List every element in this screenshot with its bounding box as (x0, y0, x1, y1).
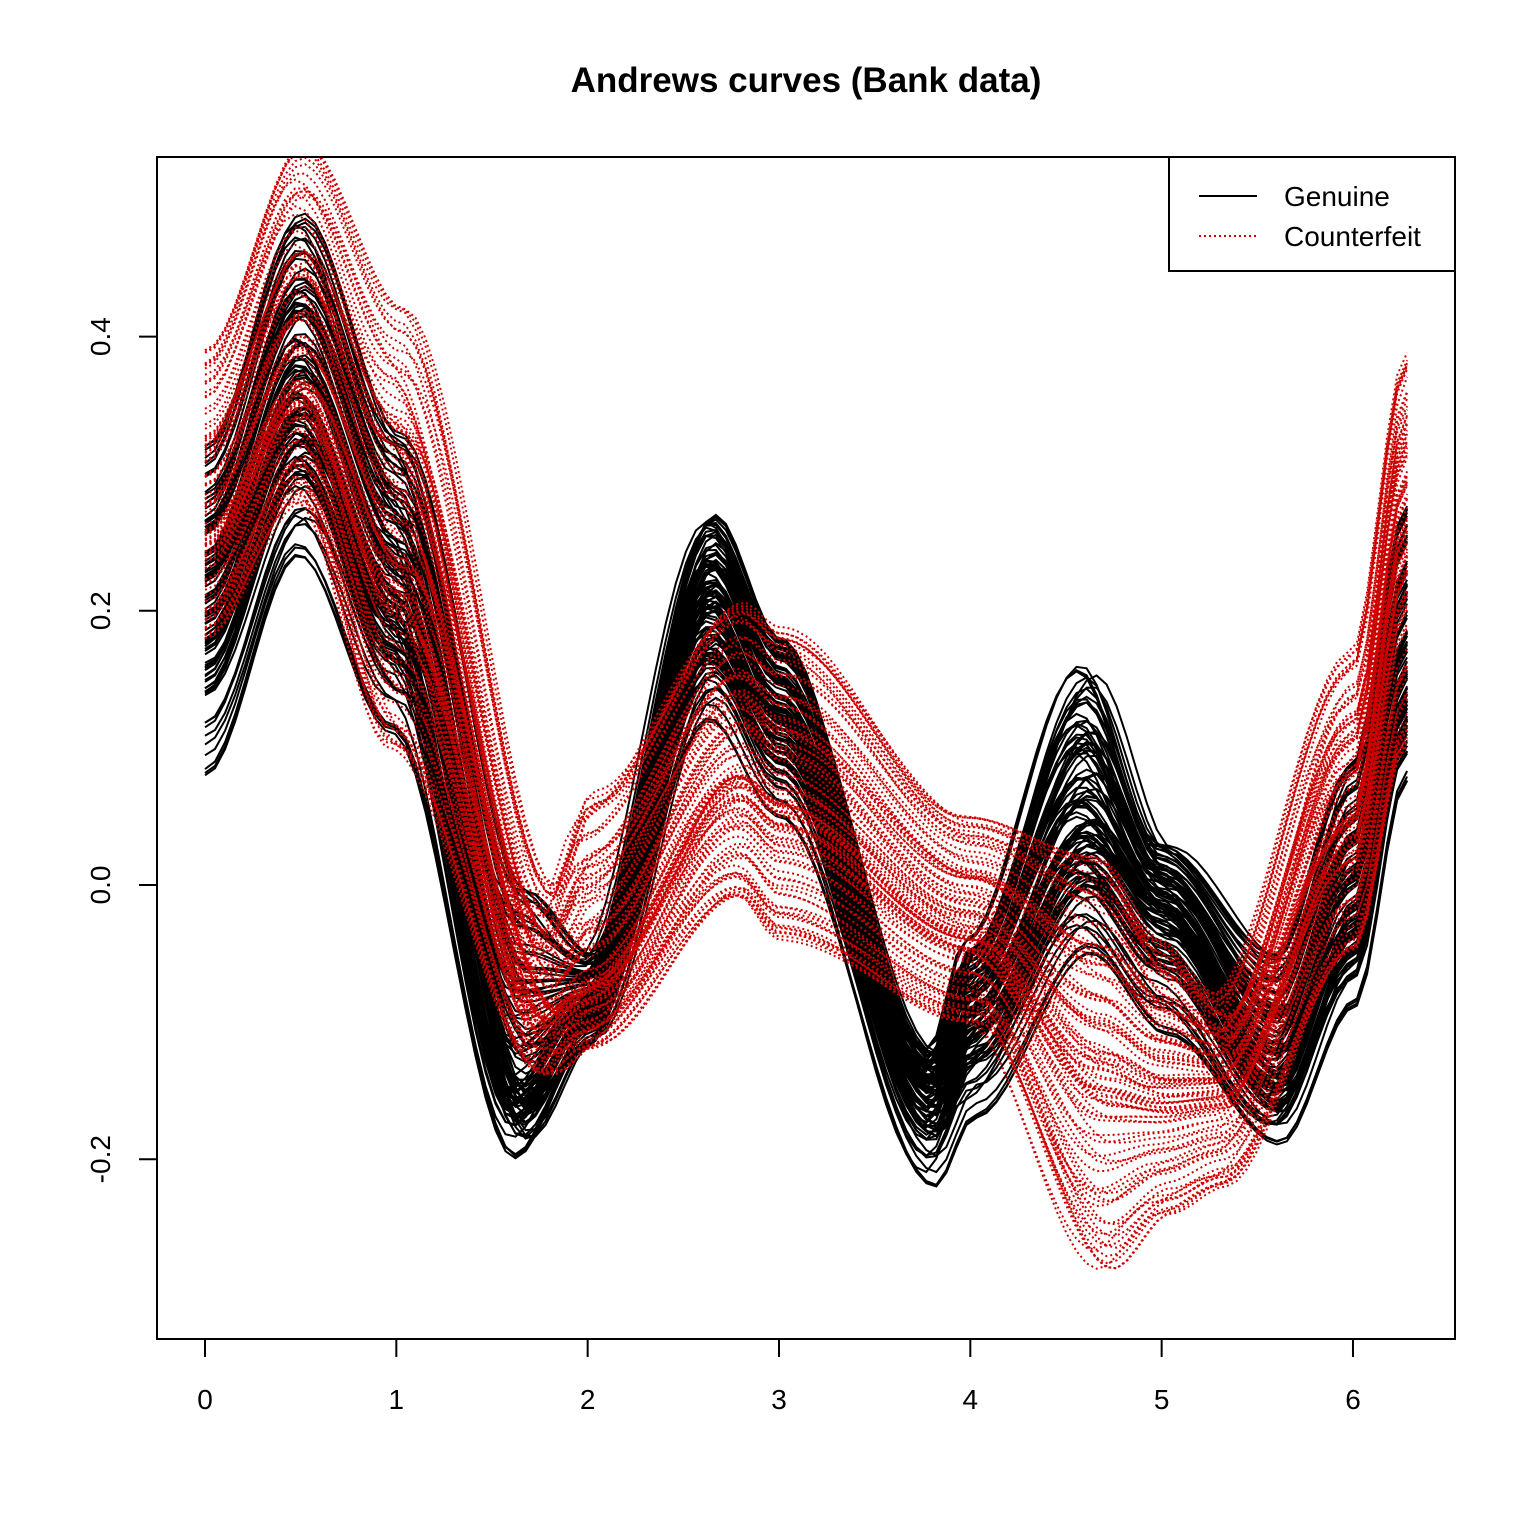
counterfeit-curve (204, 386, 1409, 1085)
y-tick-label: -0.2 (85, 1135, 116, 1183)
counterfeit-curve (204, 263, 1409, 1038)
x-tick-label: 3 (771, 1384, 787, 1415)
counterfeit-curve (204, 400, 1409, 1105)
counterfeit-curve (204, 205, 1409, 1018)
counterfeit-curve (204, 493, 1408, 1258)
counterfeit-curve (204, 428, 1409, 1144)
counterfeit-curves (204, 157, 1409, 1270)
counterfeit-curve (204, 487, 1408, 1248)
counterfeit-curve (204, 408, 1409, 1113)
counterfeit-curve (204, 172, 1409, 1006)
counterfeit-curve (204, 398, 1408, 1105)
genuine-curve (204, 306, 1408, 1071)
counterfeit-curve (204, 441, 1409, 1165)
genuine-curve (204, 249, 1409, 1057)
counterfeit-curve (204, 379, 1409, 1081)
counterfeit-curve (204, 380, 1409, 1077)
chart-title: Andrews curves (Bank data) (571, 61, 1042, 100)
counterfeit-curve (204, 445, 1408, 1173)
counterfeit-curve (204, 335, 1409, 1064)
genuine-curve (204, 471, 1408, 1132)
counterfeit-curve (204, 225, 1409, 1026)
counterfeit-curve (204, 252, 1409, 1033)
counterfeit-curve (204, 457, 1408, 1195)
counterfeit-curve (204, 157, 1409, 996)
counterfeit-curve (204, 489, 1408, 1251)
legend-box (1168, 156, 1456, 272)
counterfeit-curve (204, 394, 1409, 1098)
counterfeit-curve (204, 315, 1409, 1054)
counterfeit-curve (204, 229, 1409, 1033)
counterfeit-curve (204, 382, 1409, 1090)
counterfeit-curve (204, 425, 1408, 1137)
counterfeit-curve (204, 416, 1409, 1118)
x-tick-label: 1 (389, 1384, 405, 1415)
x-tick-label: 0 (197, 1384, 213, 1415)
x-tick-label: 5 (1154, 1384, 1170, 1415)
counterfeit-curve (204, 404, 1408, 1110)
counterfeit-curve (204, 436, 1408, 1158)
counterfeit-curve (204, 157, 1409, 996)
y-axis: -0.2 0.0 0.2 0.4 (85, 317, 158, 1183)
counterfeit-curve (204, 475, 1408, 1225)
counterfeit-curve (204, 355, 1409, 1070)
counterfeit-curve (204, 276, 1409, 1041)
counterfeit-curve (204, 309, 1409, 1056)
counterfeit-curve (204, 388, 1409, 1098)
counterfeit-curve (204, 500, 1408, 1270)
genuine-curve (204, 333, 1408, 1076)
x-tick-label: 2 (580, 1384, 596, 1415)
counterfeit-curve (204, 309, 1409, 1052)
counterfeit-curve (204, 285, 1409, 1044)
counterfeit-curve (204, 407, 1409, 1115)
counterfeit-curve (204, 265, 1409, 1040)
counterfeit-curve (204, 343, 1409, 1066)
legend-counterfeit-label: Counterfeit (1284, 221, 1421, 252)
y-tick-label: 0.4 (85, 317, 116, 356)
counterfeit-curve (204, 500, 1408, 1270)
counterfeit-curve (204, 273, 1409, 1047)
legend: Genuine Counterfeit (1168, 156, 1456, 272)
genuine-curve (204, 303, 1409, 1070)
legend-genuine-label: Genuine (1284, 181, 1390, 212)
counterfeit-curve (204, 335, 1409, 1060)
counterfeit-curve (204, 188, 1409, 1018)
y-tick-label: 0.0 (85, 866, 116, 905)
genuine-curve (204, 223, 1409, 1054)
counterfeit-curve (204, 351, 1409, 1074)
counterfeit-curve (204, 253, 1409, 1031)
counterfeit-curve (204, 415, 1409, 1119)
counterfeit-curve (204, 289, 1409, 1054)
counterfeit-curve (204, 402, 1409, 1109)
counterfeit-curve (204, 459, 1408, 1195)
genuine-curve (204, 380, 1408, 1089)
x-tick-label: 4 (963, 1384, 979, 1415)
counterfeit-curve (204, 157, 1409, 1004)
counterfeit-curve (204, 319, 1409, 1058)
counterfeit-curve (204, 463, 1408, 1204)
counterfeit-curve (204, 194, 1409, 1009)
counterfeit-curve (204, 481, 1408, 1236)
x-tick-label: 6 (1345, 1384, 1361, 1415)
counterfeit-curve (204, 383, 1409, 1083)
counterfeit-curve (204, 250, 1409, 1029)
y-tick-label: 0.2 (85, 591, 116, 630)
counterfeit-curve (204, 480, 1408, 1237)
counterfeit-curve (204, 474, 1408, 1226)
counterfeit-curve (204, 346, 1409, 1067)
counterfeit-curve (204, 381, 1409, 1082)
x-axis: 0 1 2 3 4 5 6 (197, 1338, 1361, 1415)
counterfeit-curve (204, 189, 1409, 1017)
counterfeit-curve (204, 462, 1408, 1202)
counterfeit-curve (204, 157, 1409, 1001)
